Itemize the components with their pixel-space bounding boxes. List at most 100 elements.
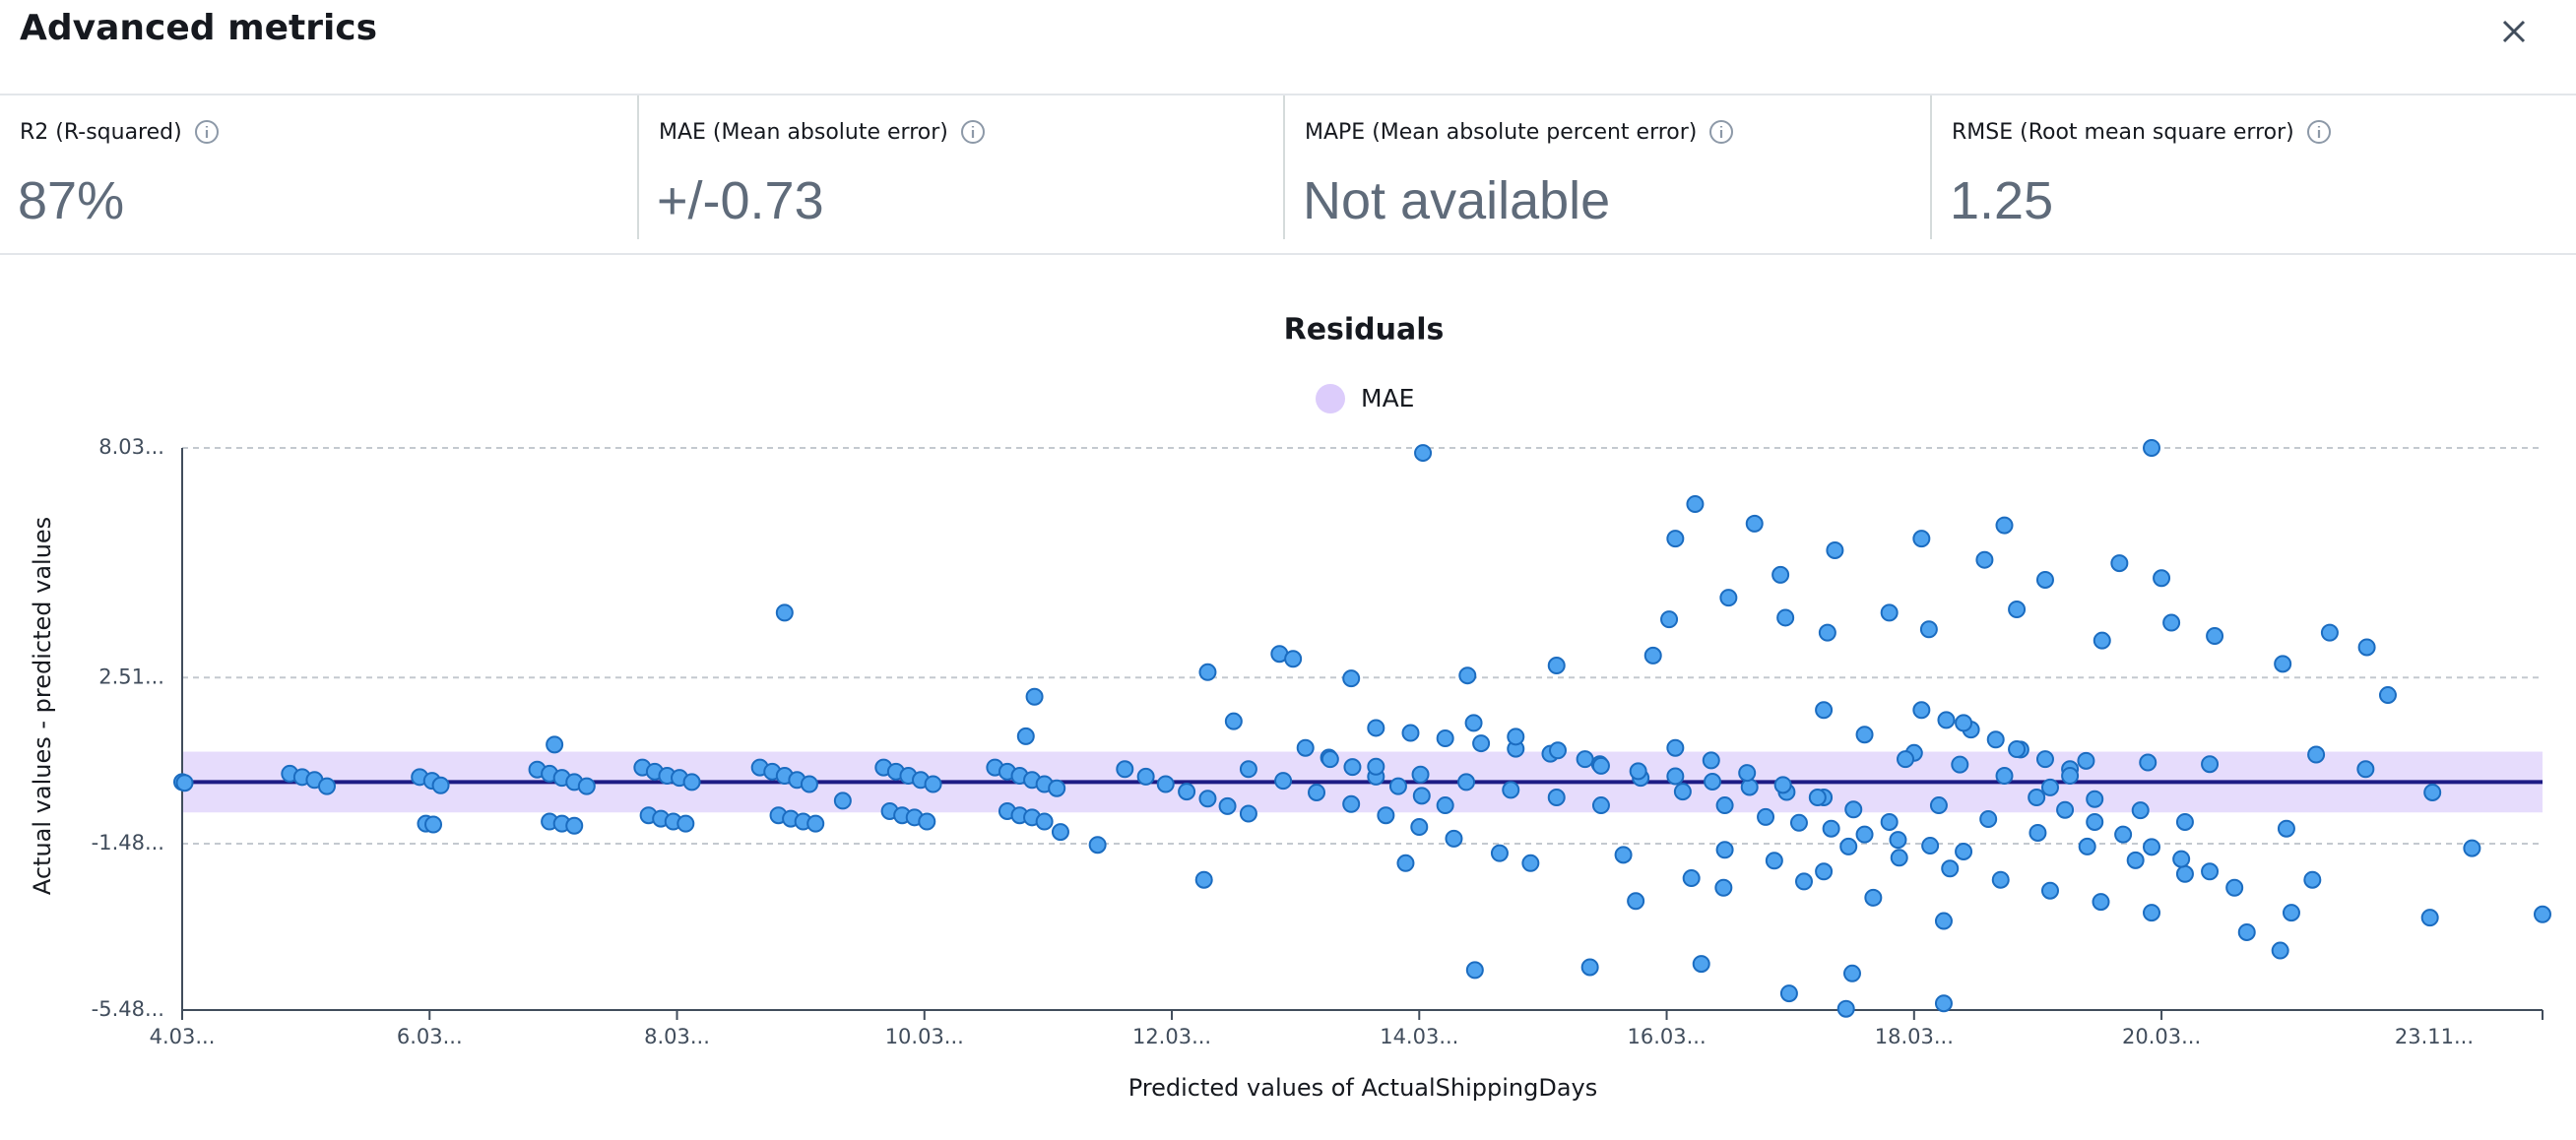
scatter-point: [565, 816, 584, 835]
scatter-point: [2028, 789, 2046, 807]
scatter-point: [1320, 750, 1339, 769]
scatter-point: [2040, 881, 2059, 900]
scatter-point: [1521, 854, 1540, 872]
scatter-point: [2175, 864, 2194, 883]
x-tick-label: 16.03...: [1627, 1025, 1706, 1048]
scatter-point: [2035, 750, 2054, 769]
scatter-point: [1198, 663, 1217, 681]
scatter-point: [2420, 909, 2439, 927]
y-tick-label: -1.48...: [92, 831, 164, 855]
scatter-point: [1771, 565, 1790, 584]
scatter-point: [1136, 767, 1155, 786]
scatter-point: [1880, 603, 1899, 622]
scatter-point: [1666, 738, 1685, 757]
scatter-point: [317, 777, 336, 795]
metric-label-text: RMSE (Root mean square error): [1952, 119, 2294, 145]
scatter-point: [1367, 719, 1385, 737]
scatter-point: [1660, 610, 1679, 629]
metric-label-text: R2 (R-squared): [20, 119, 182, 145]
scatter-point: [1844, 800, 1863, 819]
scatter-point: [1614, 846, 1633, 864]
scatter-point: [1682, 869, 1701, 888]
scatter-point: [1088, 836, 1107, 855]
scatter-point: [2077, 751, 2095, 770]
scatter-point: [577, 777, 596, 795]
scatter-point: [2423, 783, 2442, 801]
scatter-point: [1826, 540, 1844, 559]
x-axis-title: Predicted values of ActualShippingDays: [1128, 1074, 1598, 1102]
scatter-point: [2378, 686, 2397, 705]
close-button[interactable]: [2496, 14, 2532, 49]
scatter-point: [1745, 514, 1764, 533]
scatter-point: [1776, 608, 1795, 627]
y-tick-label: 2.51...: [98, 665, 164, 688]
scatter-point: [1955, 842, 1973, 860]
scatter-point: [775, 603, 794, 622]
info-icon[interactable]: [194, 119, 220, 145]
scatter-point: [1502, 781, 1520, 799]
scatter-point: [2162, 613, 2181, 632]
scatter-point: [1692, 955, 1710, 974]
scatter-point: [1890, 849, 1908, 867]
scatter-point: [1773, 776, 1792, 794]
info-icon[interactable]: [960, 119, 986, 145]
scatter-point: [2153, 569, 2171, 588]
scatter-point: [1490, 844, 1509, 862]
scatter-point: [1719, 589, 1738, 607]
scatter-point: [1897, 750, 1915, 769]
scatter-point: [1051, 823, 1069, 842]
scatter-point: [1548, 741, 1567, 760]
scatter-point: [1704, 772, 1722, 791]
scatter-point: [1919, 620, 1938, 639]
scatter-point: [2056, 800, 2075, 819]
scatter-point: [1218, 796, 1237, 815]
scatter-point: [2008, 600, 2027, 618]
scatter-point: [1666, 530, 1685, 548]
scatter-point: [2282, 904, 2300, 922]
y-tick-label: 8.03...: [98, 435, 164, 459]
scatter-point: [2463, 839, 2481, 857]
scatter-point: [2061, 767, 2080, 786]
dialog-title: Advanced metrics: [20, 8, 378, 48]
scatter-point: [1396, 854, 1415, 872]
scatter-point: [175, 774, 194, 792]
scatter-point: [1789, 813, 1808, 832]
scatter-point: [1794, 872, 1813, 891]
scatter-point: [1591, 796, 1610, 815]
scatter-point: [1815, 862, 1834, 881]
metric-label-text: MAPE (Mean absolute percent error): [1305, 119, 1698, 145]
scatter-point: [431, 776, 450, 794]
scatter-point: [1855, 726, 1874, 744]
scatter-point: [546, 735, 564, 754]
scatter-point: [2172, 850, 2191, 868]
scatter-point: [1955, 714, 1973, 732]
scatter-point: [1239, 804, 1257, 823]
scatter-point: [1035, 812, 1054, 831]
scatter-point: [1951, 755, 1969, 774]
info-icon[interactable]: [2306, 119, 2332, 145]
scatter-point: [1995, 767, 2014, 786]
scatter-point: [2143, 439, 2161, 457]
scatter-point: [2139, 753, 2157, 772]
info-icon[interactable]: [1708, 119, 1734, 145]
x-tick-label: 8.03...: [644, 1025, 710, 1048]
scatter-point: [1412, 787, 1431, 805]
scatter-point: [1025, 687, 1044, 706]
scatter-point: [2320, 623, 2339, 642]
scatter-point: [1808, 789, 1827, 807]
chart-title: Residuals: [1284, 313, 1445, 348]
scatter-point: [1198, 790, 1217, 808]
scatter-point: [1156, 775, 1175, 793]
scatter-point: [1388, 777, 1407, 795]
scatter-point: [682, 773, 701, 792]
scatter-point: [2307, 745, 2326, 764]
scatter-point: [2356, 760, 2375, 779]
metric-value: Not available: [1303, 171, 1611, 230]
scatter-point: [1576, 750, 1594, 769]
scatter-point: [1547, 657, 1566, 675]
scatter-point: [2225, 878, 2244, 897]
scatter-point: [1702, 751, 1720, 770]
scatter-point: [806, 814, 825, 833]
scatter-point: [1464, 714, 1483, 732]
scatter-point: [1839, 837, 1858, 855]
